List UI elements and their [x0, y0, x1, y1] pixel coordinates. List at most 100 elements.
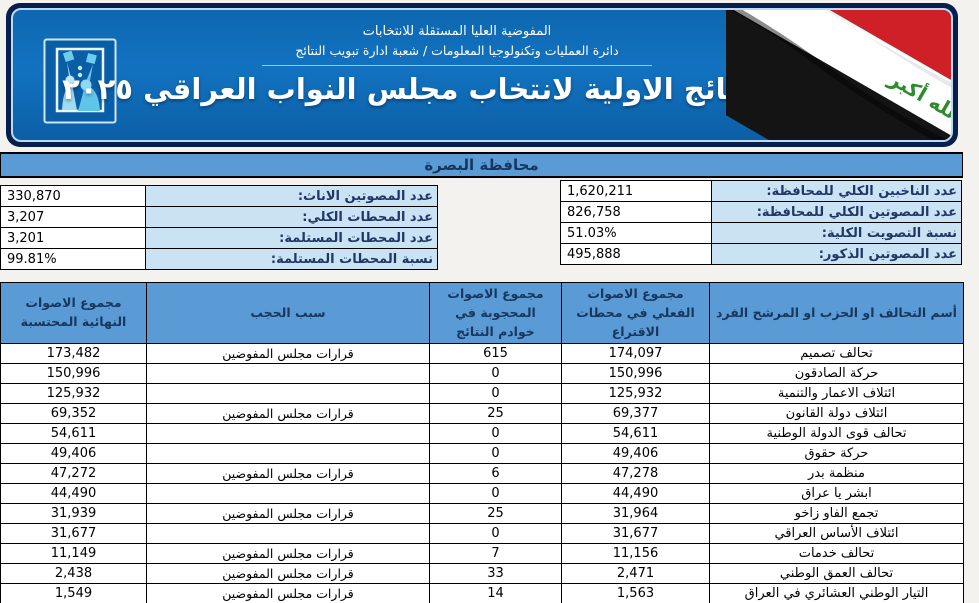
summary-value: 1,620,211 [560, 180, 712, 202]
results-header-row: أسم التحالف او الحزب او المرشح الفرد مجم… [0, 281, 964, 345]
banner-divider [262, 65, 652, 66]
result-row: تحالف تصميم 174,097 615 قرارات مجلس المف… [0, 343, 964, 365]
entity-name-cell: تحالف قوى الدولة الوطنية [709, 423, 964, 445]
withheld-votes-cell: 0 [429, 423, 562, 445]
entity-name-cell: ائتلاف الاعمار والتنمية [709, 383, 964, 405]
withhold-reason-cell [146, 423, 430, 445]
withhold-reason-cell: قرارات مجلس المفوضين [146, 403, 430, 425]
result-row: تحالف قوى الدولة الوطنية 54,611 0 54,611 [0, 423, 964, 445]
summary-table-stations: عدد المصوتين الاناث: 330,870 عدد المحطات… [0, 185, 438, 270]
result-row: ائتلاف دولة القانون 69,377 25 قرارات مجل… [0, 403, 964, 425]
ihec-logo [43, 38, 117, 128]
withheld-votes-cell: 0 [429, 483, 562, 505]
entity-name-cell: حركة الصادقون [709, 363, 964, 385]
withhold-reason-cell [146, 383, 430, 405]
actual-votes-cell: 69,377 [561, 403, 710, 425]
result-row: التيار الوطني العشائري في العراق 1,563 1… [0, 583, 964, 603]
summary-value: 3,207 [0, 206, 146, 228]
entity-name-cell: تحالف خدمات [709, 543, 964, 565]
actual-votes-cell: 49,406 [561, 443, 710, 465]
result-row: ائتلاف الأساس العراقي 31,677 0 31,677 [0, 523, 964, 545]
final-votes-cell: 31,939 [0, 503, 147, 525]
ihec-logo-icon [43, 38, 117, 124]
summary-table-voters: عدد الناخبين الكلي للمحافظة: 1,620,211 ع… [560, 180, 962, 265]
final-votes-cell: 31,677 [0, 523, 147, 545]
summary-label: نسبة المحطات المستلمة: [145, 248, 438, 270]
entity-name-cell: ائتلاف دولة القانون [709, 403, 964, 425]
summary-label: عدد المصوتين الاناث: [145, 185, 438, 207]
result-row: ابشر يا عراق 44,490 0 44,490 [0, 483, 964, 505]
summary-row: عدد المصوتين الكلي للمحافظة: 826,758 [560, 201, 962, 223]
entity-name-cell: تحالف العمق الوطني [709, 563, 964, 585]
summary-label: عدد المحطات المستلمة: [145, 227, 438, 249]
withhold-reason-cell [146, 523, 430, 545]
col-header-entity-name: أسم التحالف او الحزب او المرشح الفرد [709, 281, 964, 345]
actual-votes-cell: 2,471 [561, 563, 710, 585]
final-votes-cell: 44,490 [0, 483, 147, 505]
summary-value: 99.81% [0, 248, 146, 270]
withhold-reason-cell: قرارات مجلس المفوضين [146, 563, 430, 585]
summary-row: نسبة التصويت الكلية: 51.03% [560, 222, 962, 244]
department-name: دائرة العمليات وتكنولوجيا المعلومات / شع… [295, 43, 619, 58]
withheld-votes-cell: 14 [429, 583, 562, 603]
summary-label: عدد المصوتين الذكور: [711, 243, 962, 265]
withhold-reason-cell: قرارات مجلس المفوضين [146, 343, 430, 365]
final-votes-cell: 49,406 [0, 443, 147, 465]
commission-name: المفوضية العليا المستقلة للانتخابات [362, 24, 552, 39]
withheld-votes-cell: 0 [429, 443, 562, 465]
header-banner: المفوضية العليا المستقلة للانتخابات دائر… [6, 3, 958, 147]
final-votes-cell: 173,482 [0, 343, 147, 365]
entity-name-cell: تحالف تصميم [709, 343, 964, 365]
banner-text-block: المفوضية العليا المستقلة للانتخابات دائر… [62, 18, 771, 106]
summary-label: عدد المحطات الكلي: [145, 206, 438, 228]
summary-label: نسبة التصويت الكلية: [711, 222, 962, 244]
entity-name-cell: التيار الوطني العشائري في العراق [709, 583, 964, 603]
actual-votes-cell: 31,677 [561, 523, 710, 545]
final-votes-cell: 150,996 [0, 363, 147, 385]
entity-name-cell: منظمة بدر [709, 463, 964, 485]
summary-row: عدد المحطات المستلمة: 3,201 [0, 227, 438, 249]
withhold-reason-cell [146, 443, 430, 465]
col-header-withhold-reason: سبب الحجب [146, 281, 430, 345]
actual-votes-cell: 54,611 [561, 423, 710, 445]
final-votes-cell: 69,352 [0, 403, 147, 425]
withheld-votes-cell: 0 [429, 383, 562, 405]
summary-value: 3,201 [0, 227, 146, 249]
governorate-header: محافظة البصرة [0, 152, 963, 178]
withhold-reason-cell: قرارات مجلس المفوضين [146, 583, 430, 603]
header-banner-inner: المفوضية العليا المستقلة للانتخابات دائر… [11, 8, 953, 142]
summary-value: 51.03% [560, 222, 712, 244]
withheld-votes-cell: 0 [429, 523, 562, 545]
final-votes-cell: 2,438 [0, 563, 147, 585]
result-row: تجمع الفاو زاخو 31,964 25 قرارات مجلس ال… [0, 503, 964, 525]
withheld-votes-cell: 33 [429, 563, 562, 585]
withheld-votes-cell: 25 [429, 503, 562, 525]
summary-row: عدد الناخبين الكلي للمحافظة: 1,620,211 [560, 180, 962, 202]
entity-name-cell: ابشر يا عراق [709, 483, 964, 505]
final-votes-cell: 54,611 [0, 423, 147, 445]
withheld-votes-cell: 6 [429, 463, 562, 485]
summary-row: نسبة المحطات المستلمة: 99.81% [0, 248, 438, 270]
final-votes-cell: 47,272 [0, 463, 147, 485]
actual-votes-cell: 11,156 [561, 543, 710, 565]
actual-votes-cell: 174,097 [561, 343, 710, 365]
withheld-votes-cell: 25 [429, 403, 562, 425]
col-header-actual-votes: مجموع الاصوات الفعلي في محطات الاقتراع [561, 281, 710, 345]
actual-votes-cell: 125,932 [561, 383, 710, 405]
actual-votes-cell: 44,490 [561, 483, 710, 505]
entity-name-cell: تجمع الفاو زاخو [709, 503, 964, 525]
summary-label: عدد المصوتين الكلي للمحافظة: [711, 201, 962, 223]
col-header-withheld-votes: مجموع الاصوات المحجوبة في خوادم النتائج [429, 281, 562, 345]
flag-takbir-text: الله أكبر [884, 64, 951, 127]
final-votes-cell: 1,549 [0, 583, 147, 603]
col-header-final-votes: مجموع الاصوات النهائية المحتسبة [0, 281, 147, 345]
actual-votes-cell: 31,964 [561, 503, 710, 525]
actual-votes-cell: 1,563 [561, 583, 710, 603]
final-votes-cell: 125,932 [0, 383, 147, 405]
result-row: حركة حقوق 49,406 0 49,406 [0, 443, 964, 465]
final-votes-cell: 11,149 [0, 543, 147, 565]
withheld-votes-cell: 7 [429, 543, 562, 565]
report-title: النتائج الاولية لانتخاب مجلس النواب العر… [62, 72, 771, 106]
result-row: منظمة بدر 47,278 6 قرارات مجلس المفوضين … [0, 463, 964, 485]
